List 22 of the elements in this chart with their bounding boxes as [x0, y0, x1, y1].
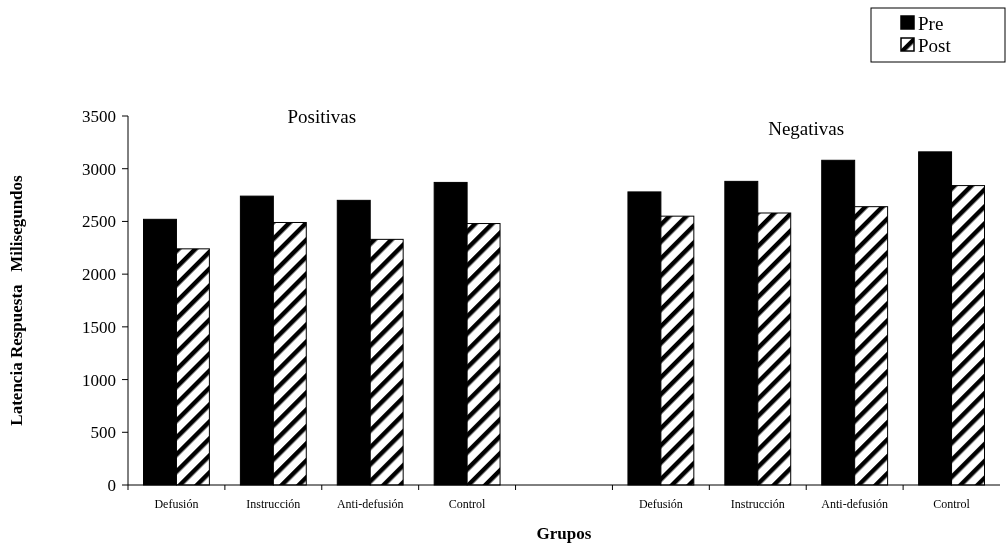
y-tick-label: 2000	[82, 265, 116, 285]
x-tick-label: Control	[933, 497, 971, 511]
x-tick-label: Anti-defusión	[821, 497, 888, 511]
y-tick-label: 3500	[82, 106, 116, 126]
annotation: Negativas	[768, 117, 845, 139]
x-tick-label: Instrucción	[730, 497, 785, 511]
y-tick-label: 0	[107, 475, 116, 495]
x-axis-title: Grupos	[536, 524, 592, 543]
x-tick-label: Instrucción	[246, 497, 301, 511]
legend-label: Post	[918, 34, 952, 56]
x-tick-label: Defusión	[638, 497, 683, 511]
y-tick-label: 2500	[82, 212, 116, 232]
x-tick-label: Control	[448, 497, 487, 511]
x-tick-label: Defusión	[154, 497, 199, 511]
y-tick-label: 3000	[82, 159, 116, 179]
y-tick-label: 500	[90, 423, 116, 443]
y-axis-title: Latencia Respuesta Milisegundos	[7, 174, 26, 426]
y-tick-label: 1500	[82, 317, 116, 337]
y-tick-label: 1000	[82, 370, 116, 390]
annotation: Positivas	[287, 105, 357, 127]
x-tick-label: Anti-defusión	[336, 497, 404, 511]
legend-label: Pre	[918, 12, 944, 34]
